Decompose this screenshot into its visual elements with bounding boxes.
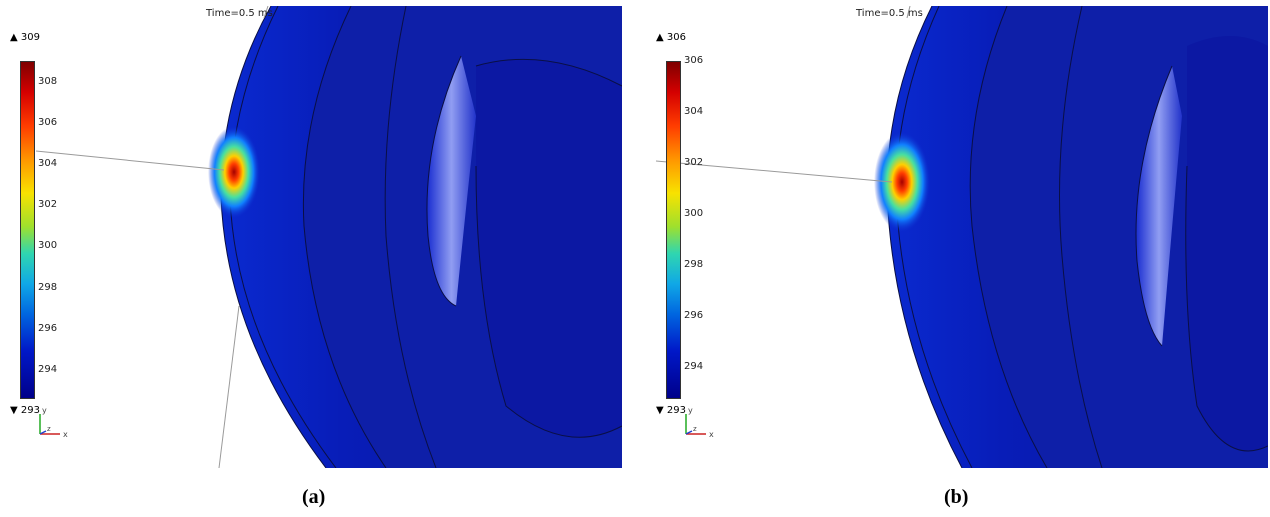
colorbar-tick: 298: [684, 259, 704, 270]
axis-x-label: x: [63, 430, 68, 439]
colorbar-max-label: ▲ 309: [10, 32, 40, 43]
colorbar-tick: 302: [38, 199, 58, 210]
colorbar: [20, 61, 35, 399]
time-label: Time=0.5 ms: [206, 8, 273, 19]
inner-ring-slot: [1136, 66, 1182, 346]
axis-y-label: y: [688, 406, 693, 415]
colorbar-tick: 300: [684, 208, 704, 219]
inner-boss: [1185, 36, 1268, 451]
colorbar-tick: 296: [684, 310, 704, 321]
axis-y-label: y: [42, 406, 47, 415]
hotspot: [208, 126, 260, 218]
colorbar-tick: 304: [38, 158, 58, 169]
figure-panel-a: Time=0.5 ms ▲ 309 308 306 304 302 300 29…: [6, 6, 622, 468]
colorbar-tick: 306: [684, 55, 704, 66]
colorbar-tick: 302: [684, 157, 704, 168]
colorbar-min-label: ▼ 293: [10, 405, 40, 416]
colorbar-tick: 298: [38, 282, 58, 293]
colorbar-tick: 294: [38, 364, 58, 375]
colorbar-tick: 304: [684, 106, 704, 117]
time-label: Time=0.5 ms: [856, 8, 923, 19]
inner-boss: [476, 59, 622, 438]
colorbar-tick: 300: [38, 240, 58, 251]
axes-triad-icon: y z x: [39, 406, 68, 439]
axis-z-label: z: [693, 425, 697, 433]
temperature-contour-plot-b: [655, 6, 1268, 468]
axes-triad-icon: y z x: [685, 406, 714, 439]
temperature-contour-plot-a: [35, 6, 622, 468]
colorbar-tick: 294: [684, 361, 704, 372]
colorbar: [666, 61, 681, 399]
colorbar-min-label: ▼ 293: [656, 405, 686, 416]
colorbar-tick: 308: [38, 76, 58, 87]
caption-b: (b): [944, 486, 969, 508]
caption-a: (a): [302, 486, 326, 508]
colorbar-max-label: ▲ 306: [656, 32, 686, 43]
figure-panel-b: Time=0.5 ms ▲ 306 306 304 302 300 298 29…: [652, 6, 1268, 468]
colorbar-tick: 296: [38, 323, 58, 334]
axis-x-label: x: [709, 430, 714, 439]
hotspot: [874, 132, 930, 232]
colorbar-tick: 306: [38, 117, 58, 128]
axis-z-label: z: [47, 425, 51, 433]
